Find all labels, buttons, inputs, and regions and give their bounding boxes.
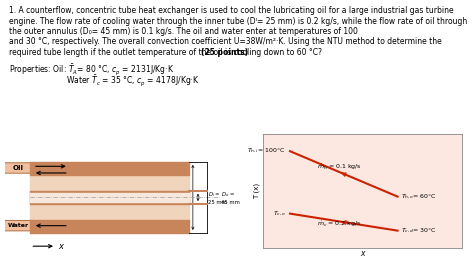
Text: and 30 °C, respectively. The overall convection coefficient U=38W/m²·K. Using th: and 30 °C, respectively. The overall con… [9, 37, 442, 46]
FancyBboxPatch shape [2, 220, 36, 231]
Text: the outer annulus (D₀= 45 mm) is 0.1 kg/s. The oil and water enter at temperatur: the outer annulus (D₀= 45 mm) is 0.1 kg/… [9, 27, 358, 36]
Text: Water: Water [8, 223, 29, 228]
X-axis label: x: x [360, 249, 365, 258]
Text: Properties: Oil: $\bar{T}_A$= 80 °C, $c_p$ = 2131J/Kg·K: Properties: Oil: $\bar{T}_A$= 80 °C, $c_… [9, 62, 175, 77]
Text: $T_{c,o}$: $T_{c,o}$ [273, 209, 286, 218]
Text: $T_{h,i}$= 100°C: $T_{h,i}$= 100°C [247, 147, 286, 155]
Text: $\dot{m}_c$ = 0.2 kg/s: $\dot{m}_c$ = 0.2 kg/s [317, 220, 361, 229]
Text: (25 points): (25 points) [201, 48, 248, 57]
Text: $\dot{m}_h$ = 0.1 kg/s: $\dot{m}_h$ = 0.1 kg/s [317, 163, 362, 172]
Text: Oil: Oil [12, 165, 24, 171]
Text: engine. The flow rate of cooling water through the inner tube (Dᴵ= 25 mm) is 0.2: engine. The flow rate of cooling water t… [9, 17, 468, 26]
Text: required tube length if the outlet temperature of the oil is cooling down to 60 : required tube length if the outlet tempe… [9, 48, 327, 57]
Text: $T_{c,d}$= 30°C: $T_{c,d}$= 30°C [401, 227, 437, 235]
Text: 1. A counterflow, concentric tube heat exchanger is used to cool the lubricating: 1. A counterflow, concentric tube heat e… [9, 6, 454, 15]
Text: x: x [58, 242, 64, 251]
Text: $D_o$ =
45 mm: $D_o$ = 45 mm [221, 190, 240, 205]
Text: $T_{h,o}$= 60°C: $T_{h,o}$= 60°C [401, 192, 437, 201]
Text: $D_i$ =
25 mm: $D_i$ = 25 mm [208, 190, 227, 205]
Y-axis label: T (x): T (x) [254, 183, 260, 199]
Text: Water $\bar{T}_c$ = 35 °C, $c_p$ = 4178J/Kg·K: Water $\bar{T}_c$ = 35 °C, $c_p$ = 4178J… [66, 74, 199, 88]
FancyBboxPatch shape [3, 163, 33, 173]
